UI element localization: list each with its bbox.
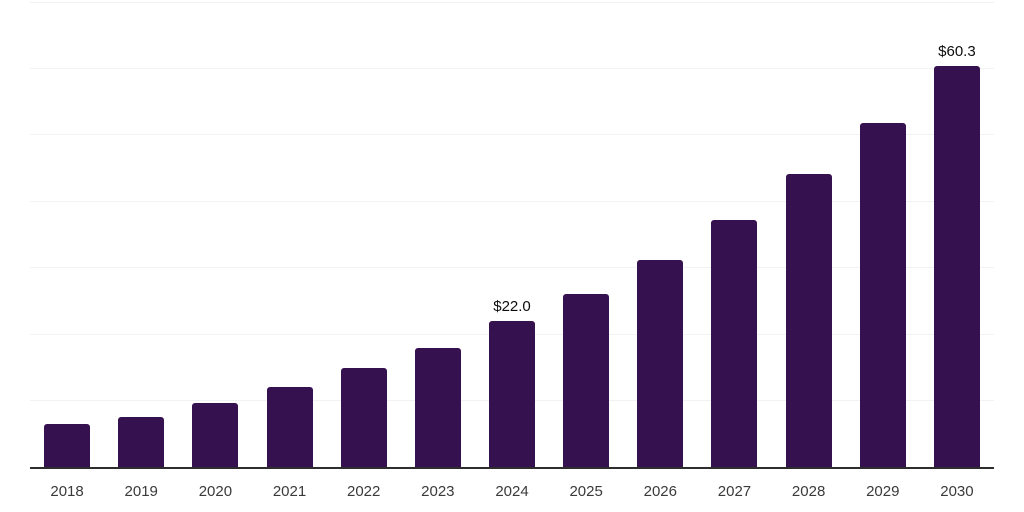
x-tick-2025: 2025	[569, 483, 603, 500]
x-tick-2022: 2022	[347, 483, 381, 500]
data-label-2030: $60.3	[938, 43, 976, 61]
bars: $22.0 $60.3	[30, 2, 994, 467]
x-tick-2020: 2020	[198, 483, 233, 500]
x-tick-2019: 2019	[124, 483, 158, 500]
gridline-70	[30, 1, 994, 3]
bar-2026	[637, 260, 684, 467]
plot-area: $22.0 $60.3	[30, 1, 994, 469]
bar-2021	[266, 387, 313, 467]
x-tick-2018: 2018	[50, 483, 84, 500]
x-tick-2026: 2026	[643, 483, 677, 500]
x-tick-2027: 2027	[717, 483, 752, 500]
x-tick-2021: 2021	[272, 483, 307, 500]
x-axis-labels: 2018 2019 2020 2021 2022 2023 2024 2025 2026 2027…	[30, 481, 994, 503]
x-tick-2028: 2028	[791, 483, 826, 500]
bar-2028	[785, 174, 832, 467]
gridline-60	[30, 67, 994, 69]
bar-2024	[489, 320, 535, 467]
bar-2018	[44, 423, 91, 467]
gridline-40	[30, 200, 994, 202]
bar-2025	[563, 293, 610, 467]
data-label-2024: $22.0	[493, 297, 531, 315]
bar-2023	[414, 348, 461, 467]
gridline-30	[30, 267, 994, 269]
bar-2019	[118, 416, 165, 467]
bar-2020	[192, 402, 239, 467]
x-tick-2023: 2023	[421, 483, 455, 500]
x-tick-2030: 2030	[940, 483, 974, 500]
gridline-50	[30, 134, 994, 136]
x-tick-2024: 2024	[495, 483, 529, 500]
bar-2027	[711, 219, 758, 467]
x-tick-2029: 2029	[866, 483, 900, 500]
bar-2022	[340, 368, 387, 467]
bar-2030	[933, 66, 980, 467]
bar-2029	[859, 122, 906, 467]
